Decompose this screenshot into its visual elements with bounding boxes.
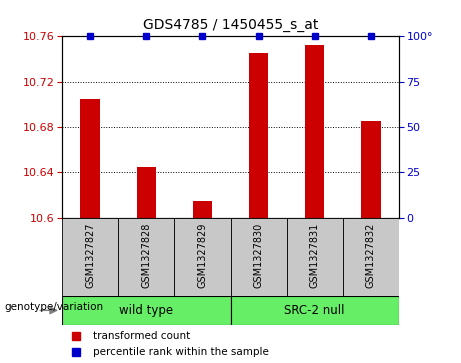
- Text: SRC-2 null: SRC-2 null: [284, 304, 345, 317]
- Text: GSM1327830: GSM1327830: [254, 223, 264, 288]
- Bar: [287, 218, 343, 296]
- Text: transformed count: transformed count: [93, 331, 190, 340]
- Text: genotype/variation: genotype/variation: [5, 302, 104, 312]
- Bar: [62, 296, 230, 325]
- Text: GSM1327829: GSM1327829: [197, 223, 207, 288]
- Text: GSM1327828: GSM1327828: [142, 223, 151, 288]
- Bar: [81, 99, 100, 218]
- Bar: [230, 296, 399, 325]
- Bar: [118, 218, 174, 296]
- Bar: [361, 121, 380, 218]
- Bar: [343, 218, 399, 296]
- Bar: [136, 167, 156, 218]
- Bar: [305, 45, 325, 218]
- Bar: [193, 201, 212, 218]
- Bar: [174, 218, 230, 296]
- Bar: [230, 218, 287, 296]
- Text: percentile rank within the sample: percentile rank within the sample: [93, 347, 268, 357]
- Title: GDS4785 / 1450455_s_at: GDS4785 / 1450455_s_at: [143, 19, 318, 33]
- Bar: [249, 53, 268, 218]
- Bar: [62, 218, 118, 296]
- Text: GSM1327831: GSM1327831: [310, 223, 319, 288]
- Text: GSM1327832: GSM1327832: [366, 223, 376, 288]
- Text: wild type: wild type: [119, 304, 173, 317]
- Text: GSM1327827: GSM1327827: [85, 223, 95, 288]
